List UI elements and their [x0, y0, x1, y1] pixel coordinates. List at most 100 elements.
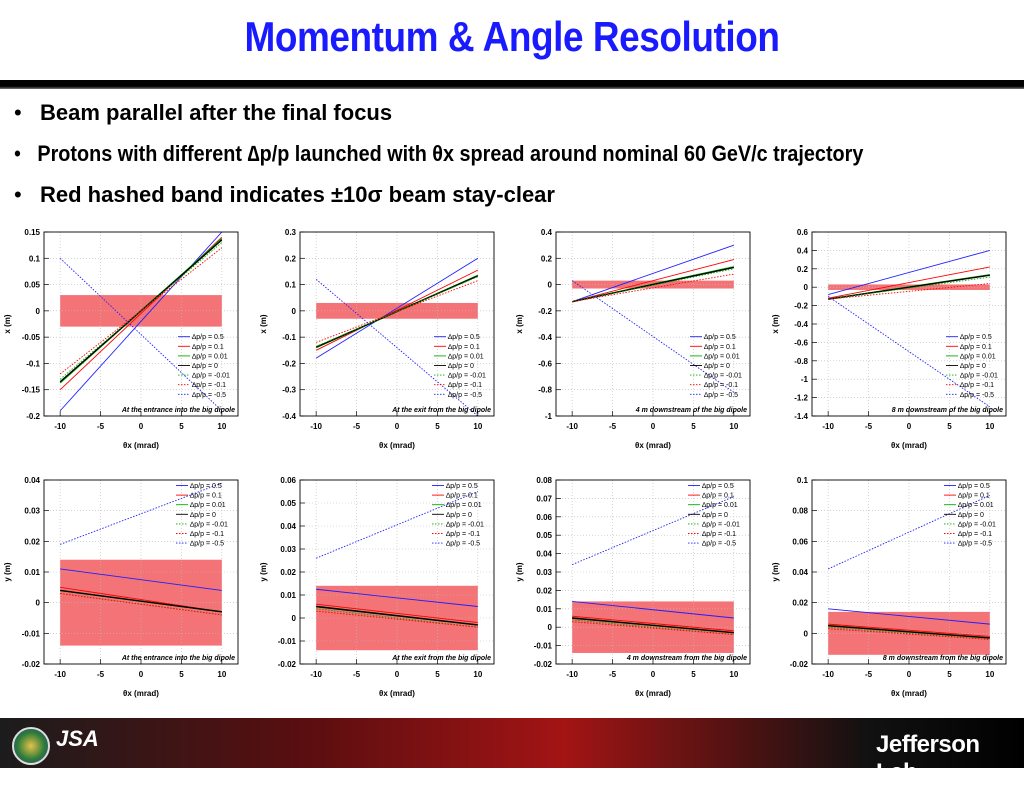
legend-label: ∆p/p = 0.1: [960, 344, 992, 351]
x-tick-label: 10: [729, 422, 738, 431]
series-line: [827, 296, 991, 408]
series-line: [828, 276, 990, 300]
legend-label: ∆p/p = 0.01: [958, 502, 994, 509]
y-axis-label: x (m): [515, 314, 524, 333]
series-line: [315, 276, 479, 347]
y-tick-label: 0: [292, 614, 297, 623]
y-tick-label: 0.06: [536, 513, 552, 522]
legend-label: ∆p/p = -0.5: [704, 392, 738, 399]
x-tick-label: 5: [691, 670, 696, 679]
x-tick-label: 0: [395, 422, 400, 431]
x-tick-label: -10: [566, 422, 578, 431]
legend-label: ∆p/p = -0.1: [446, 531, 480, 538]
x-tick-label: -5: [353, 670, 361, 679]
series-line: [572, 268, 734, 303]
legend-label: ∆p/p = -0.1: [960, 382, 994, 389]
y-tick-label: -1: [545, 412, 553, 421]
y-axis-label: y (m): [771, 562, 780, 581]
x-tick-label: 10: [473, 422, 482, 431]
series-line: [828, 623, 990, 637]
y-tick-label: -0.1: [26, 359, 40, 368]
y-tick-label: 0.06: [280, 476, 296, 485]
x-tick-label: 0: [651, 670, 656, 679]
y-tick-label: -0.05: [22, 333, 41, 342]
panel-caption: At the entrance into the big dipole: [121, 655, 235, 662]
legend-label: ∆p/p = 0.1: [448, 344, 480, 351]
legend-label: ∆p/p = -0.5: [448, 392, 482, 399]
x-tick-label: 5: [947, 422, 952, 431]
panel-caption: 8 m downstream from the big dipole: [883, 655, 1003, 662]
chart-panel: -0.02 -0.01 0 0.01 0.02 0.03 0.04 0.05 0.06 0.07 0…: [512, 470, 762, 715]
x-tick-label: -5: [353, 422, 361, 431]
legend-label: ∆p/p = 0.5: [960, 334, 992, 341]
panel-caption: 4 m downstream of the big dipole: [635, 407, 747, 414]
plot-frame: [299, 231, 495, 417]
y-tick-label: -1.4: [794, 412, 808, 421]
x-tick-label: 0: [651, 422, 656, 431]
x-tick-label: -5: [97, 422, 105, 431]
legend-label: ∆p/p = 0: [960, 363, 986, 370]
x-axis-label: θx (mrad): [123, 441, 159, 450]
legend-label: ∆p/p = 0.01: [192, 353, 228, 360]
y-tick-label: 0.05: [280, 499, 296, 508]
panel-caption: 4 m downstream from the big dipole: [626, 655, 747, 662]
y-tick-label: 0.06: [792, 537, 808, 546]
panel-caption: At the entrance into the big dipole: [121, 407, 235, 414]
y-tick-label: -0.6: [794, 338, 808, 347]
x-tick-label: 0: [395, 670, 400, 679]
legend-label: ∆p/p = -0.01: [704, 373, 742, 380]
y-tick-label: -0.01: [534, 642, 553, 651]
plot-frame: [299, 479, 495, 665]
legend-label: ∆p/p = -0.01: [190, 521, 228, 528]
legend-label: ∆p/p = 0.1: [446, 493, 478, 500]
legend-label: ∆p/p = -0.1: [190, 531, 224, 538]
legend-label: ∆p/p = 0.01: [446, 502, 482, 509]
legend-label: ∆p/p = -0.5: [960, 392, 994, 399]
legend-label: ∆p/p = 0: [190, 512, 216, 519]
x-tick-label: -10: [566, 670, 578, 679]
y-tick-label: 0.01: [536, 605, 552, 614]
bullet-item: • Red hashed band indicates ±10σ beam sta…: [14, 182, 958, 223]
legend-label: ∆p/p = -0.1: [448, 382, 482, 389]
legend-label: ∆p/p = -0.01: [960, 373, 998, 380]
y-tick-label: 0.02: [536, 586, 552, 595]
chart-panel: -0.2 -0.15 -0.1 -0.05 0 0.05 0.1 0.15 -10 -5 0 5 10 ∆…: [0, 222, 250, 467]
jsa-logo: JSA: [56, 726, 99, 751]
legend-label: ∆p/p = 0.5: [190, 483, 222, 490]
x-tick-label: -10: [54, 670, 66, 679]
x-tick-label: -5: [865, 670, 873, 679]
bullet-text: Beam parallel after the final focus: [40, 100, 393, 125]
legend-label: ∆p/p = 0.5: [446, 483, 478, 490]
series-line: [572, 621, 734, 636]
legend-label: ∆p/p = 0.1: [704, 344, 736, 351]
x-tick-label: 0: [139, 422, 144, 431]
chart-panel: -1 -0.8 -0.6 -0.4 -0.2 0 0.2 0.4 -10 -5 0 5 10 ∆p/p =…: [512, 222, 762, 467]
legend-label: ∆p/p = -0.01: [448, 373, 486, 380]
y-tick-label: 0.4: [797, 246, 809, 255]
y-tick-label: -0.3: [282, 386, 296, 395]
y-tick-label: -0.8: [538, 386, 552, 395]
x-tick-label: -5: [609, 422, 617, 431]
y-tick-label: 0.04: [24, 476, 40, 485]
y-tick-label: 0.04: [792, 568, 808, 577]
y-tick-label: -0.02: [22, 660, 41, 669]
x-tick-label: 0: [139, 670, 144, 679]
y-tick-label: -0.4: [794, 320, 808, 329]
x-axis-label: θx (mrad): [891, 689, 927, 698]
series-line: [572, 617, 734, 634]
panel-caption: 8 m downstream of the big dipole: [892, 407, 1003, 414]
x-tick-label: -5: [97, 670, 105, 679]
x-tick-label: 5: [947, 670, 952, 679]
x-axis-label: θx (mrad): [123, 689, 159, 698]
series-line: [828, 608, 990, 625]
legend-label: ∆p/p = -0.01: [192, 373, 230, 380]
legend-label: ∆p/p = 0: [958, 512, 984, 519]
y-tick-label: -0.01: [22, 629, 41, 638]
series-line: [316, 280, 478, 343]
bullet-list: • Beam parallel after the final focus • Pr…: [14, 100, 958, 223]
series-line: [316, 605, 478, 626]
y-axis-label: y (m): [3, 562, 12, 581]
legend-label: ∆p/p = -0.5: [702, 541, 736, 548]
y-tick-label: 0.03: [536, 568, 552, 577]
plot-frame: [555, 479, 751, 665]
